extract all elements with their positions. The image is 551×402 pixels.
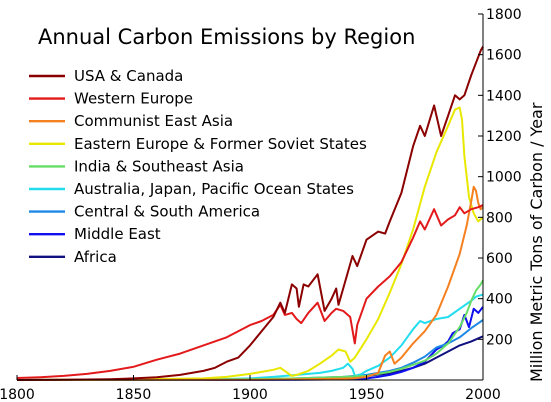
legend-item: Africa bbox=[29, 248, 117, 266]
x-tick-label: 1900 bbox=[232, 387, 268, 402]
legend-item: Communist East Asia bbox=[29, 112, 233, 130]
y-tick-label: 1000 bbox=[486, 170, 522, 186]
series-line-eastern-europe-former-soviet-states bbox=[16, 106, 484, 381]
y-tick-label: 1400 bbox=[486, 88, 522, 104]
series-line-usa-canada bbox=[16, 46, 484, 381]
legend-label: Middle East bbox=[74, 225, 161, 243]
legend-label: India & Southeast Asia bbox=[74, 157, 244, 175]
series-line-india-southeast-asia bbox=[16, 279, 484, 381]
chart-title: Annual Carbon Emissions by Region bbox=[38, 25, 415, 49]
y-tick-label: 600 bbox=[486, 251, 513, 267]
series-line-communist-east-asia bbox=[16, 185, 484, 381]
y-axis-label: Million Metric Tons of Carbon / Year bbox=[527, 102, 546, 382]
axes: 1800 1850 1900 1950 2000 200 400 600 800 1000 1200… bbox=[0, 7, 522, 402]
x-tick-label: 1850 bbox=[116, 387, 152, 402]
legend-label: Central & South America bbox=[74, 203, 260, 221]
y-tick-label: 1600 bbox=[486, 48, 522, 64]
legend-label: Western Europe bbox=[74, 90, 193, 108]
y-tick-label: 400 bbox=[486, 292, 513, 308]
legend: USA & Canada Western Europe Communist East… bbox=[29, 67, 367, 266]
legend-label: Eastern Europe & Former Soviet States bbox=[74, 135, 367, 153]
legend-label: Australia, Japan, Pacific Ocean States bbox=[74, 180, 354, 198]
legend-item: Western Europe bbox=[29, 90, 193, 108]
legend-item: USA & Canada bbox=[29, 67, 183, 85]
x-tick-label: 1950 bbox=[349, 387, 385, 402]
legend-label: Africa bbox=[74, 248, 117, 266]
y-tick-label: 1200 bbox=[486, 129, 522, 145]
y-tick-label: 800 bbox=[486, 210, 513, 226]
x-tick-label: 2000 bbox=[465, 387, 501, 402]
legend-item: Eastern Europe & Former Soviet States bbox=[29, 135, 367, 153]
legend-item: India & Southeast Asia bbox=[29, 157, 244, 175]
legend-label: USA & Canada bbox=[74, 67, 183, 85]
legend-item: Central & South America bbox=[29, 203, 260, 221]
y-tick-label: 200 bbox=[486, 332, 513, 348]
legend-label: Communist East Asia bbox=[74, 112, 233, 130]
x-tick-label: 1800 bbox=[0, 387, 35, 402]
legend-item: Middle East bbox=[29, 225, 161, 243]
y-tick-label: 1800 bbox=[486, 7, 522, 23]
series-line-western-europe bbox=[16, 204, 484, 379]
legend-item: Australia, Japan, Pacific Ocean States bbox=[29, 180, 354, 198]
